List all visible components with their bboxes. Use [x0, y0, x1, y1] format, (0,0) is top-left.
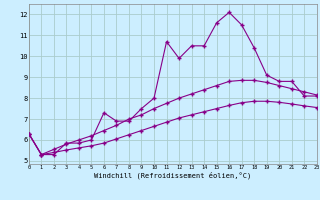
X-axis label: Windchill (Refroidissement éolien,°C): Windchill (Refroidissement éolien,°C) — [94, 172, 252, 179]
